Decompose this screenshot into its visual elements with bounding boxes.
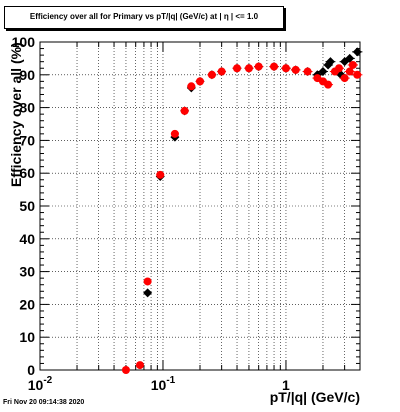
data-point xyxy=(156,170,165,179)
data-point xyxy=(207,70,216,79)
y-tick-label: 30 xyxy=(19,264,35,280)
x-tick-label: 10-2 xyxy=(28,375,53,393)
data-point xyxy=(233,64,242,73)
y-tick-label: 70 xyxy=(19,132,35,148)
y-tick-label: 40 xyxy=(19,231,35,247)
data-point xyxy=(303,67,312,76)
x-tick-label: 1 xyxy=(282,377,290,393)
data-point xyxy=(348,60,357,69)
timestamp-label: Fri Nov 20 09:14:38 2020 xyxy=(3,399,85,406)
series-1 xyxy=(121,60,363,374)
y-tick-label: 60 xyxy=(19,165,35,181)
data-point xyxy=(217,67,226,76)
data-point xyxy=(143,277,152,286)
data-point xyxy=(352,47,362,57)
data-point xyxy=(244,64,253,73)
data-point xyxy=(180,106,189,115)
x-axis-label: pT/|q| (GeV/c) xyxy=(269,389,360,405)
y-tick-label: 20 xyxy=(19,296,35,312)
tick-labels: 0 10 20 30 40 50 60 70 80 90 100 10-2 10-1 1 xyxy=(12,34,290,393)
data-point xyxy=(340,74,349,83)
data-point xyxy=(121,366,130,374)
data-series xyxy=(121,47,363,374)
data-point xyxy=(254,62,263,71)
y-tick-label: 80 xyxy=(19,100,35,116)
data-point xyxy=(345,53,355,63)
data-point xyxy=(335,64,344,73)
data-point xyxy=(281,64,290,73)
grid-lines xyxy=(39,42,361,370)
data-point xyxy=(270,62,279,71)
y-tick-label: 50 xyxy=(19,198,35,214)
data-point xyxy=(325,57,335,67)
data-point xyxy=(187,82,196,91)
title-box: Efficiency over all for Primary vs pT/|q… xyxy=(4,6,284,29)
data-point xyxy=(324,80,333,89)
data-point xyxy=(143,288,153,298)
plot-title: Efficiency over all for Primary vs pT/|q… xyxy=(29,12,259,21)
y-axis-label: Efficiency over all (%) xyxy=(8,42,24,187)
y-tick-label: 10 xyxy=(19,329,35,345)
data-point xyxy=(170,129,179,138)
data-point xyxy=(345,67,354,76)
y-tick-label: 100 xyxy=(12,34,36,50)
data-point xyxy=(353,70,362,79)
axis-ticks xyxy=(39,41,361,371)
data-point xyxy=(291,65,300,74)
data-point xyxy=(135,361,144,370)
data-point xyxy=(318,67,328,77)
y-tick-label: 90 xyxy=(19,67,35,83)
x-tick-label: 10-1 xyxy=(151,375,176,393)
data-point xyxy=(196,77,204,86)
y-tick-label: 0 xyxy=(27,362,35,378)
